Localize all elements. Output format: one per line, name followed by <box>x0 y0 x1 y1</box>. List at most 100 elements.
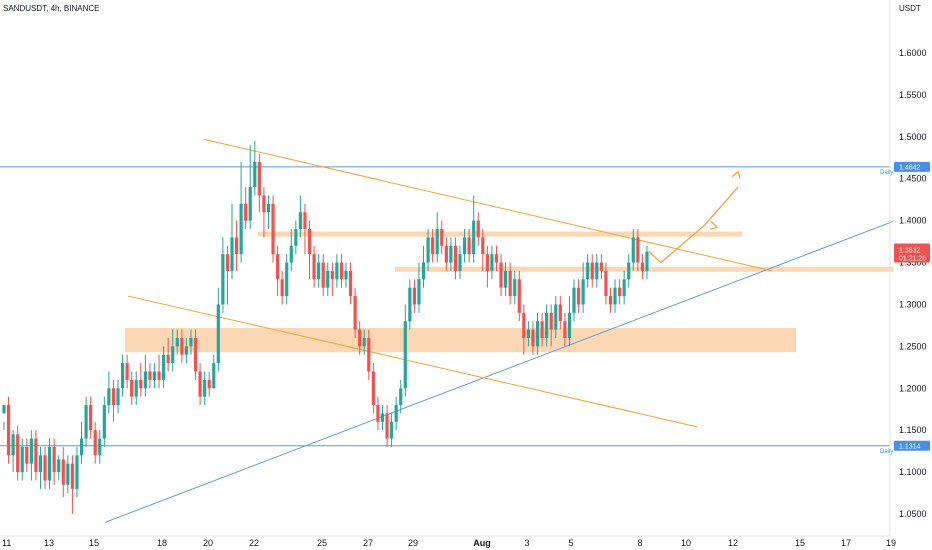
candle-body <box>636 237 640 263</box>
candle-body <box>453 245 458 271</box>
ascending-trendline <box>104 221 894 523</box>
candle-body <box>504 270 508 288</box>
time-tick-label: 12 <box>728 538 738 548</box>
candle-body <box>180 337 184 355</box>
candle-body <box>25 446 29 464</box>
candle-body <box>171 346 175 364</box>
candle-body <box>627 262 631 280</box>
candle-body <box>586 262 590 280</box>
candle-body <box>6 405 11 456</box>
candle-body <box>130 379 134 397</box>
candle-body <box>339 262 344 280</box>
candle-body <box>61 459 65 485</box>
candle-body <box>499 262 503 288</box>
level-timeframe-text: Daily <box>880 170 893 176</box>
time-axis[interactable]: 11 13 15 18 20 22 25 27 29 Aug 3 5 8 10 12 15 17 19 <box>2 538 896 548</box>
price-tick-label: 1.6000 <box>899 48 927 58</box>
chart-title: SANDUSDT, 4h, BINANCE <box>3 4 99 13</box>
price-zone <box>125 327 796 353</box>
price-zone <box>258 231 742 237</box>
candle-body <box>330 270 334 280</box>
candle-body <box>248 187 252 221</box>
candle-body <box>440 229 444 246</box>
candle-body <box>399 388 403 406</box>
candle-body <box>517 279 521 313</box>
price-tick-label: 1.0500 <box>899 509 927 519</box>
candle-body <box>139 379 143 389</box>
current-price-tag <box>894 243 930 263</box>
price-tick-label: 1.1500 <box>899 425 927 435</box>
candle-body <box>143 371 147 389</box>
price-tick-label: 1.5500 <box>899 90 927 100</box>
price-axis[interactable]: 1.6000 1.5500 1.5000 1.4500 1.4000 1.3500 1.30… <box>899 48 927 519</box>
candle-body <box>353 296 357 330</box>
price-tick-label: 1.2000 <box>899 383 927 393</box>
time-tick-label: 8 <box>637 538 642 548</box>
candle-body <box>394 405 398 422</box>
time-tick-label: 20 <box>203 538 213 548</box>
candle-body <box>326 270 330 288</box>
candle-body <box>225 254 230 271</box>
candle-body <box>120 363 125 389</box>
currency-label: USDT <box>899 4 921 13</box>
current-price-text: 1.3632 <box>899 247 921 254</box>
candle-body <box>526 329 530 338</box>
candle-body <box>93 430 97 456</box>
candle-body <box>2 405 6 414</box>
candle-body <box>590 262 594 280</box>
level-price-tag <box>894 440 930 451</box>
candle-body <box>412 287 416 305</box>
time-tick-label: 27 <box>363 538 373 548</box>
candle-body <box>221 254 225 305</box>
time-tick-label: 5 <box>568 538 573 548</box>
time-tick-label: 22 <box>249 538 259 548</box>
candle-body <box>467 237 471 255</box>
candle-body <box>11 434 15 456</box>
candle-body <box>276 254 280 280</box>
candle-body <box>490 254 494 271</box>
candle-body <box>193 337 198 372</box>
candle-body <box>134 379 138 397</box>
candle-body <box>576 287 581 305</box>
candle-body <box>540 321 544 338</box>
candle-body <box>16 434 20 473</box>
candle-body <box>645 251 649 271</box>
candle-body <box>567 312 572 338</box>
candle-body <box>449 245 453 263</box>
candle-body <box>303 212 307 230</box>
candle-body <box>618 287 622 297</box>
candle-body <box>102 405 106 439</box>
candle-body <box>431 237 435 255</box>
level-price-tag <box>894 161 930 172</box>
time-tick-label: 13 <box>44 538 54 548</box>
candle-body <box>207 379 211 389</box>
candle-body <box>203 379 207 397</box>
candle-body <box>376 405 380 422</box>
candle-body <box>152 371 157 380</box>
candle-body <box>70 463 74 489</box>
candle-body <box>371 371 375 406</box>
candle-body <box>563 321 567 338</box>
price-tick-label: 1.5000 <box>899 132 927 142</box>
candle-body <box>234 237 239 255</box>
candle-body <box>148 371 152 380</box>
price-tick-label: 1.3500 <box>899 258 927 268</box>
candle-body <box>481 237 485 255</box>
level-timeframe-text: Daily <box>880 449 893 455</box>
candle-body <box>239 203 243 255</box>
candle-body <box>608 296 613 305</box>
candle-body <box>494 254 499 263</box>
candle-body <box>458 254 462 271</box>
time-tick-label: 17 <box>841 538 851 548</box>
candle-body <box>107 388 111 406</box>
candle-body <box>417 279 421 305</box>
candle-body <box>558 304 562 322</box>
candle-body <box>613 287 617 305</box>
price-tick-label: 1.4500 <box>899 174 927 184</box>
candle-body <box>262 195 266 213</box>
candle-body <box>572 287 576 313</box>
time-tick-label: 11 <box>2 538 11 548</box>
candle-body <box>599 262 603 271</box>
